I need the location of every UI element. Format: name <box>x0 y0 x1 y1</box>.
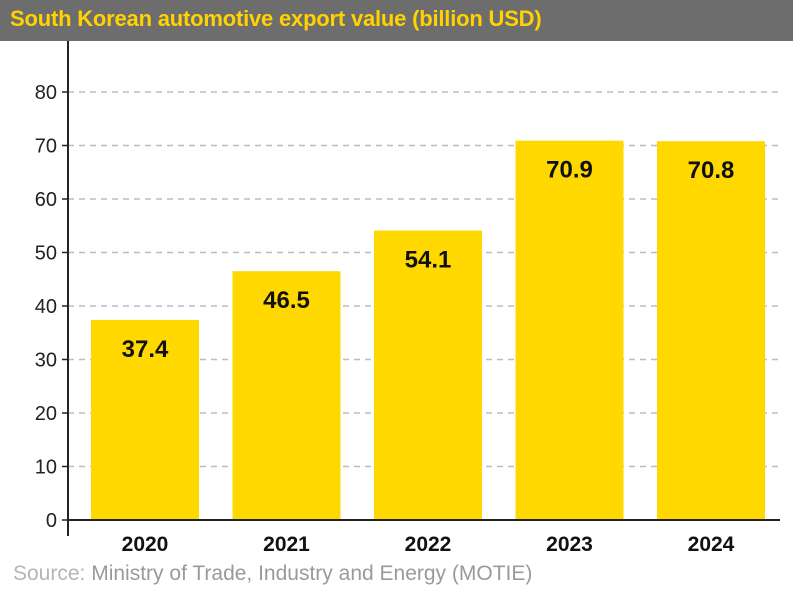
y-tick-label-60: 60 <box>35 189 57 211</box>
bar-2024 <box>657 141 765 520</box>
chart-title: South Korean automotive export value (bi… <box>10 6 542 31</box>
y-tick-label-80: 80 <box>35 82 57 104</box>
data-label-2024: 70.8 <box>688 157 735 184</box>
x-tick-label-2022: 2022 <box>405 533 452 551</box>
source-label: Source: <box>13 562 86 585</box>
bars <box>91 140 765 520</box>
y-tick-label-10: 10 <box>35 457 57 479</box>
y-tick-label-30: 30 <box>35 350 57 372</box>
y-axis-ticks: 0 10 20 30 40 50 60 70 80 <box>35 82 68 532</box>
source-note: Source: Ministry of Trade, Industry and … <box>13 562 532 586</box>
bar-2021 <box>232 271 341 520</box>
data-labels: 37.4 46.5 54.1 70.9 70.8 <box>122 157 735 363</box>
bar-2022 <box>374 230 482 520</box>
x-tick-label-2021: 2021 <box>263 533 310 551</box>
x-axis-ticks: 2020 2021 2022 2023 2024 <box>122 533 735 551</box>
data-label-2020: 37.4 <box>122 336 169 363</box>
y-tick-label-0: 0 <box>46 510 57 532</box>
y-tick-label-70: 70 <box>35 136 57 158</box>
x-tick-label-2020: 2020 <box>122 533 169 551</box>
title-bar: South Korean automotive export value (bi… <box>0 0 793 41</box>
data-label-2023: 70.9 <box>546 157 593 184</box>
bar-2023 <box>515 140 624 520</box>
data-label-2022: 54.1 <box>405 247 452 274</box>
y-tick-label-50: 50 <box>35 243 57 265</box>
y-tick-label-20: 20 <box>35 403 57 425</box>
x-tick-label-2024: 2024 <box>688 533 735 551</box>
bar-chart: 0 10 20 30 40 50 60 70 80 37.4 46.5 54.1 70.9 70.8 2… <box>35 41 780 551</box>
y-tick-label-40: 40 <box>35 296 57 318</box>
source-text: Ministry of Trade, Industry and Energy (… <box>91 562 533 585</box>
data-label-2021: 46.5 <box>263 287 310 314</box>
bar-2020 <box>91 319 199 520</box>
x-tick-label-2023: 2023 <box>546 533 593 551</box>
